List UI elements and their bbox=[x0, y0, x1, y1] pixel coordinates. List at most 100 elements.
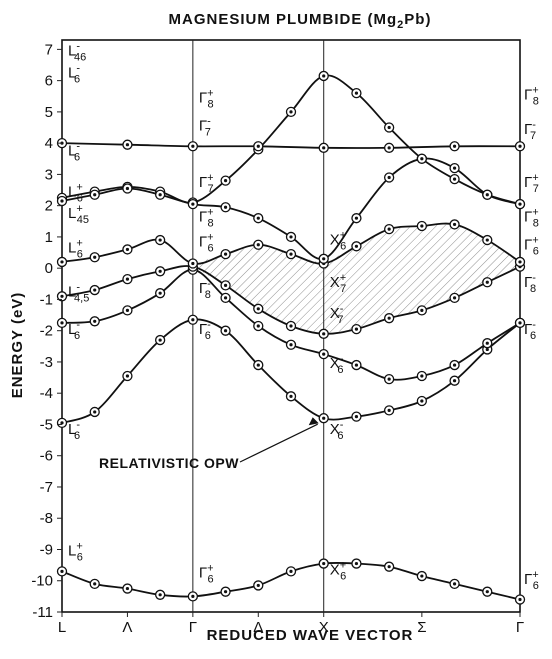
symmetry-label: X+ 6 bbox=[330, 230, 347, 253]
calculated-point-center bbox=[289, 394, 293, 398]
symmetry-label: L+ 6 bbox=[68, 238, 83, 261]
calculated-point-center bbox=[158, 338, 162, 342]
calculated-point-center bbox=[452, 363, 457, 367]
calculated-point-center bbox=[191, 202, 195, 206]
calculated-point-center bbox=[158, 291, 162, 295]
calculated-point-center bbox=[452, 296, 457, 300]
calculated-point-center bbox=[387, 146, 391, 150]
calculated-point-center bbox=[289, 252, 293, 256]
calculated-point-center bbox=[158, 238, 162, 242]
calculated-point-center bbox=[322, 257, 326, 261]
calculated-point-center bbox=[93, 319, 97, 323]
symmetry-label: L-6 bbox=[68, 319, 80, 342]
calculated-point-center bbox=[223, 590, 228, 594]
calculated-point-center bbox=[485, 280, 489, 284]
symmetry-label: Γ+ 8 bbox=[524, 206, 539, 229]
calculated-point-center bbox=[256, 307, 260, 311]
calculated-point-center bbox=[289, 569, 293, 573]
symmetry-label: Γ+ 8 bbox=[199, 88, 214, 111]
y-tick-label: -1 bbox=[40, 291, 53, 308]
calculated-point-center bbox=[387, 175, 391, 180]
calculated-point-center bbox=[125, 277, 130, 281]
y-tick-label: 5 bbox=[45, 104, 53, 121]
band-curves-layer bbox=[61, 74, 521, 601]
shaded-gap-region bbox=[192, 224, 520, 334]
chart-title: MAGNESIUM PLUMBIDE (Mg2Pb) bbox=[169, 11, 432, 31]
calculated-point-center bbox=[322, 352, 326, 356]
calculated-point-center bbox=[125, 586, 130, 591]
symmetry-label: Γ-7 bbox=[524, 119, 536, 142]
calculated-point-center bbox=[93, 410, 97, 414]
y-tick-label: -2 bbox=[40, 323, 53, 340]
calculated-point-center bbox=[322, 146, 326, 150]
calculated-point-center bbox=[191, 594, 195, 598]
calculated-point-center bbox=[125, 374, 130, 378]
y-tick-label: -8 bbox=[40, 510, 53, 527]
symmetry-label: Γ-8 bbox=[524, 272, 536, 295]
calculated-point-center bbox=[387, 377, 391, 381]
symmetry-label: X-6 bbox=[330, 419, 344, 442]
calculated-point-center bbox=[289, 235, 293, 239]
symmetry-label: Γ+ 6 bbox=[524, 569, 539, 592]
symmetry-label: L-6 bbox=[68, 419, 80, 442]
y-tick-label: 6 bbox=[45, 73, 53, 90]
calculated-point-center bbox=[452, 177, 457, 181]
x-tick-label: Λ bbox=[122, 619, 132, 636]
calculated-point-center bbox=[387, 408, 391, 412]
calculated-point-center bbox=[158, 269, 162, 273]
calculated-point-center bbox=[125, 186, 130, 191]
calculated-point-center bbox=[387, 565, 391, 569]
symmetry-label: X+ 7 bbox=[330, 272, 347, 295]
calculated-point-center bbox=[223, 252, 228, 256]
calculated-point-center bbox=[518, 144, 522, 148]
band-curve-2 bbox=[61, 318, 521, 424]
y-tick-label: -3 bbox=[40, 354, 53, 371]
calculated-point-center bbox=[485, 193, 489, 197]
calculated-point-center bbox=[354, 327, 359, 331]
symmetry-label: Γ+ 6 bbox=[199, 563, 214, 586]
calculated-point-center bbox=[354, 216, 359, 220]
y-tick-label: 7 bbox=[45, 41, 53, 58]
x-tick-label: Γ bbox=[189, 619, 197, 636]
chart-title-tail: Pb) bbox=[404, 11, 431, 28]
chart-title-main: MAGNESIUM PLUMBIDE (Mg bbox=[169, 11, 398, 28]
calculated-point-center bbox=[289, 343, 293, 347]
calculated-point-center bbox=[125, 308, 130, 312]
symmetry-label: Γ+ 8 bbox=[524, 84, 539, 107]
x-tick-label: Γ bbox=[516, 619, 524, 636]
calculated-point-center bbox=[191, 318, 195, 322]
y-tick-label: 2 bbox=[45, 198, 53, 215]
y-tick-label: -4 bbox=[40, 385, 53, 402]
calculated-point-center bbox=[289, 110, 293, 114]
calculated-point-center bbox=[223, 283, 228, 287]
y-axis-label: ENERGY (eV) bbox=[9, 292, 26, 399]
calculated-point-center bbox=[256, 363, 260, 367]
calculated-point-center bbox=[322, 561, 326, 566]
calculated-point-center bbox=[256, 243, 260, 247]
calculated-point-center bbox=[223, 179, 228, 183]
calculated-point-center bbox=[485, 590, 489, 594]
calculated-point-center bbox=[420, 374, 424, 378]
calculated-point-center bbox=[223, 329, 228, 333]
calculated-point-center bbox=[60, 260, 64, 264]
calculated-point-center bbox=[518, 260, 522, 264]
calculated-point-center bbox=[452, 166, 457, 170]
shaded-region-layer bbox=[192, 224, 520, 334]
x-tick-label: Σ bbox=[417, 619, 426, 636]
calculated-point-center bbox=[354, 363, 359, 367]
calculated-point-center bbox=[420, 308, 424, 312]
calculated-point-center bbox=[191, 144, 195, 148]
calculated-point-center bbox=[256, 324, 260, 328]
calculated-point-center bbox=[518, 321, 522, 325]
symmetry-label: Γ+ 6 bbox=[524, 234, 539, 257]
calculated-point-center bbox=[354, 415, 359, 419]
annotation-leader-line bbox=[239, 423, 318, 463]
calculated-point-center bbox=[93, 255, 97, 259]
calculated-point-center bbox=[420, 157, 424, 161]
y-tick-label: -7 bbox=[40, 479, 53, 496]
calculated-point-center bbox=[452, 144, 457, 148]
calculated-point-center bbox=[125, 143, 130, 147]
symmetry-label: Γ+ 7 bbox=[524, 172, 539, 195]
calculated-point-center bbox=[452, 222, 457, 227]
calculated-point-center bbox=[485, 238, 489, 242]
